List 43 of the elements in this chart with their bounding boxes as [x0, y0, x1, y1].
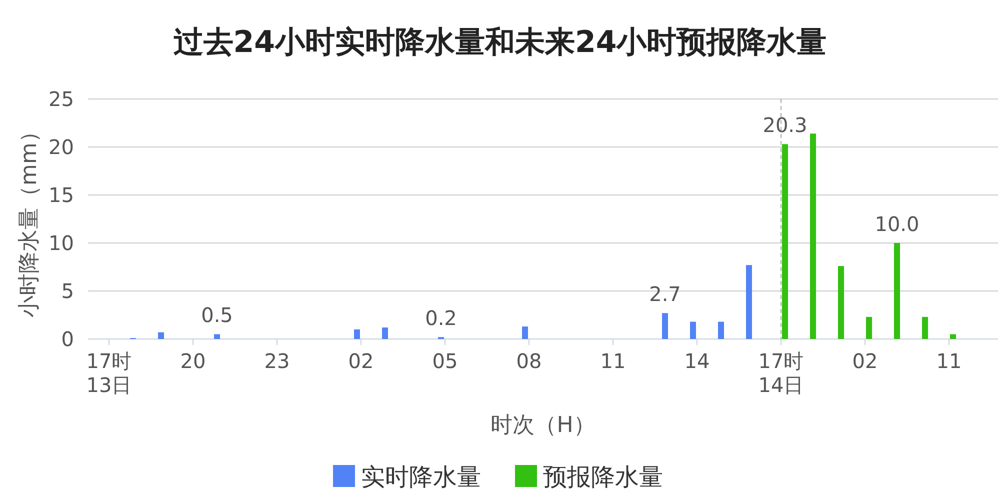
bar [718, 322, 724, 339]
x-tick-label: 20 [180, 349, 206, 373]
x-tick-label: 02 [852, 349, 878, 373]
y-tick-label: 0 [61, 327, 74, 351]
bar [662, 313, 668, 339]
x-tick-label: 08 [516, 349, 542, 373]
data-label: 0.5 [201, 303, 233, 328]
y-tick-label: 5 [61, 279, 74, 303]
bar [158, 332, 164, 339]
bar [746, 265, 752, 339]
bar [522, 326, 528, 339]
x-tick-label: 11 [936, 349, 962, 373]
chart-title: 过去24小时实时降水量和未来24小时预报降水量 [173, 25, 827, 60]
x-tick-label: 05 [432, 349, 458, 373]
x-tick-label: 14 [684, 349, 710, 373]
y-axis-title: 小时降水量（mm） [17, 120, 42, 318]
y-tick-label: 25 [48, 87, 74, 111]
data-label: 10.0 [874, 212, 920, 236]
x-tick-label: 11 [600, 349, 626, 373]
bar [354, 329, 360, 339]
legend-label: 预报降水量 [543, 463, 663, 491]
bar [782, 144, 788, 339]
x-tick-label: 17时 13日 [86, 349, 132, 397]
bar [922, 316, 928, 339]
data-label: 20.3 [762, 113, 808, 138]
y-tick-label: 15 [48, 183, 74, 207]
bar [950, 334, 956, 339]
bar [866, 316, 872, 339]
y-tick-label: 20 [48, 135, 74, 159]
bar [838, 266, 844, 339]
bar [894, 243, 900, 339]
bar [810, 134, 816, 339]
x-tick-label: 23 [264, 349, 290, 373]
x-tick-label: 02 [348, 349, 374, 373]
legend-label: 实时降水量 [361, 463, 481, 491]
x-axis-title: 时次（H） [490, 413, 596, 438]
data-label: 0.2 [425, 306, 457, 330]
y-tick-label: 10 [48, 231, 74, 255]
x-tick-label: 17时 14日 [758, 349, 804, 397]
data-label: 2.7 [649, 282, 681, 306]
bar [382, 327, 388, 339]
bar [214, 334, 220, 339]
bar [690, 322, 696, 339]
